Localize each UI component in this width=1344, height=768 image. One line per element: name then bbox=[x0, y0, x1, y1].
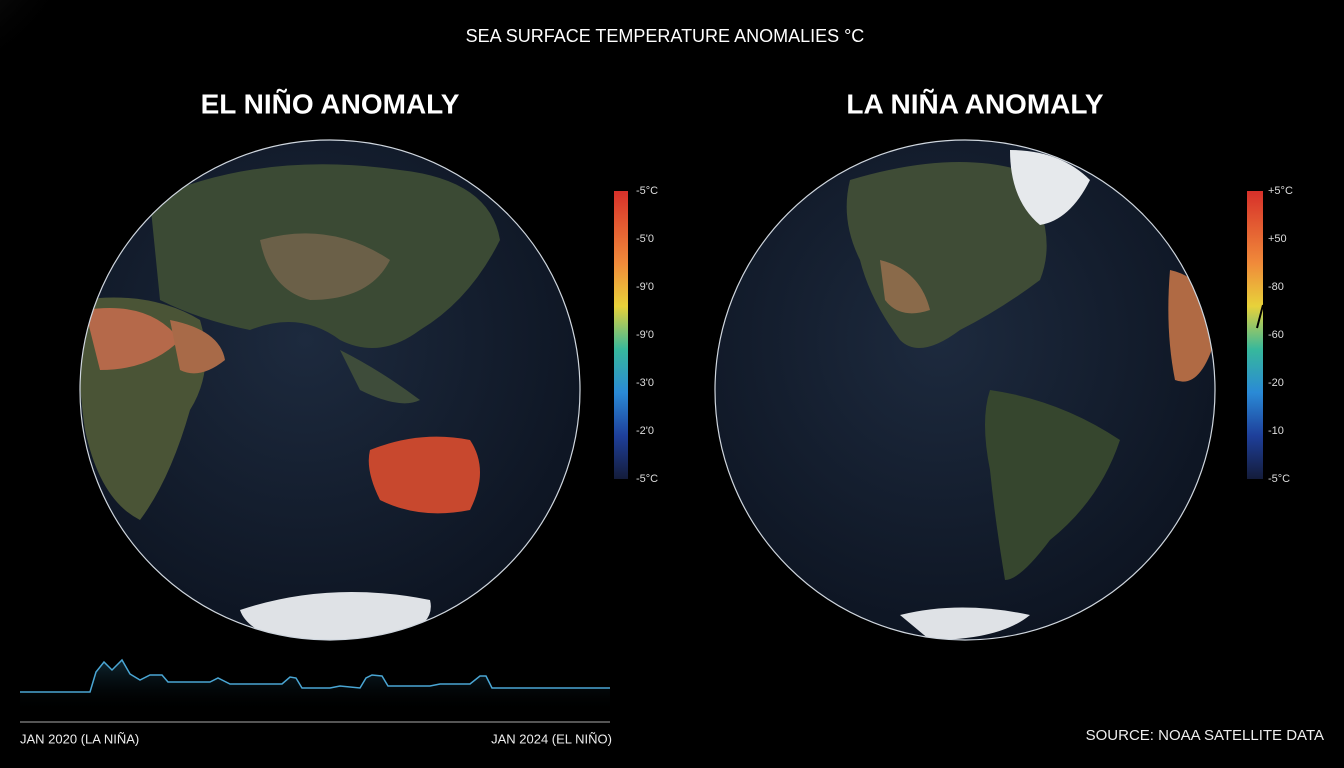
timeline-area bbox=[20, 660, 610, 712]
panel-title: LA NIÑA ANOMALY bbox=[846, 88, 1104, 119]
timeline-end: JAN 2024 (EL NIÑO) bbox=[491, 731, 612, 746]
timeline-start: JAN 2020 (LA NIÑA) bbox=[20, 731, 139, 746]
globe-outline bbox=[714, 139, 1216, 641]
scale-label: -9'0 bbox=[636, 329, 654, 341]
globe-right bbox=[715, 140, 1215, 640]
globe-left bbox=[80, 140, 580, 640]
scale-label: -3'0 bbox=[636, 377, 654, 389]
color-scale bbox=[1247, 191, 1263, 479]
scale-label: -10 bbox=[1268, 425, 1284, 437]
scale-label: -80 bbox=[1268, 281, 1284, 293]
scale-label: +50 bbox=[1268, 233, 1287, 245]
source: SOURCE: NOAA SATELLITE DATA bbox=[1086, 727, 1324, 744]
scale-label: -2'0 bbox=[636, 425, 654, 437]
scale-label: +5°C bbox=[1268, 185, 1293, 197]
scale-marker bbox=[1256, 304, 1264, 329]
panel-title: EL NIÑO ANOMALY bbox=[201, 88, 460, 119]
scale-label: -5°C bbox=[636, 185, 658, 197]
scale-label: -9'0 bbox=[636, 281, 654, 293]
scale-label: -5°C bbox=[1268, 473, 1290, 485]
color-scale bbox=[614, 191, 628, 479]
scale-label: -5'0 bbox=[636, 233, 654, 245]
scale-label: -60 bbox=[1268, 329, 1284, 341]
timeline-line bbox=[20, 658, 610, 693]
corner-glow bbox=[0, 0, 90, 90]
globe-outline bbox=[79, 139, 581, 641]
scale-label: -20 bbox=[1268, 377, 1284, 389]
page-title: SEA SURFACE TEMPERATURE ANOMALIES °C bbox=[466, 26, 865, 46]
scale-label: -5°C bbox=[636, 473, 658, 485]
